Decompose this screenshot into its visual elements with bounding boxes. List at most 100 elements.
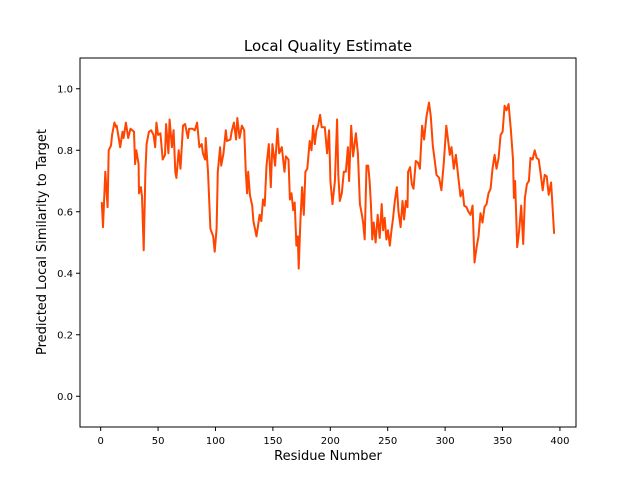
data-point xyxy=(138,192,140,195)
data-point xyxy=(518,229,520,231)
data-point xyxy=(274,164,276,167)
data-point xyxy=(251,204,254,207)
data-point xyxy=(516,246,519,248)
data-point xyxy=(362,221,364,224)
data-point xyxy=(133,131,135,133)
data-point xyxy=(285,155,287,158)
data-point xyxy=(297,267,300,270)
data-point xyxy=(417,161,419,164)
data-point xyxy=(378,237,381,239)
data-point xyxy=(419,167,421,170)
data-point xyxy=(537,158,540,161)
data-point xyxy=(194,129,196,132)
data-point xyxy=(394,200,396,202)
data-point xyxy=(355,132,357,135)
data-point xyxy=(297,235,299,238)
data-point xyxy=(401,200,404,202)
data-point xyxy=(531,158,534,161)
data-point xyxy=(155,121,158,124)
data-point xyxy=(479,212,482,215)
data-point xyxy=(141,195,143,198)
data-point xyxy=(289,198,291,201)
data-point xyxy=(235,138,237,141)
data-point xyxy=(533,149,536,152)
data-point xyxy=(177,149,180,152)
data-point xyxy=(368,180,371,182)
data-point xyxy=(367,164,369,167)
data-point xyxy=(445,124,448,127)
data-point xyxy=(215,227,218,230)
data-point xyxy=(455,154,457,156)
data-point xyxy=(104,170,107,173)
data-point xyxy=(216,170,219,173)
data-point xyxy=(220,164,223,167)
data-point xyxy=(541,189,544,192)
data-point xyxy=(188,127,190,130)
data-point xyxy=(306,167,309,170)
data-point xyxy=(244,170,247,173)
data-point xyxy=(241,124,243,127)
data-point xyxy=(113,121,116,124)
data-point xyxy=(513,197,515,199)
data-point xyxy=(440,189,443,192)
data-point xyxy=(226,140,228,142)
data-point xyxy=(473,261,476,264)
data-point xyxy=(238,137,241,139)
data-point xyxy=(529,157,532,159)
data-point xyxy=(370,203,372,205)
data-point xyxy=(122,137,125,139)
data-point xyxy=(461,189,464,192)
data-point xyxy=(450,146,453,148)
data-point xyxy=(179,167,182,170)
data-point xyxy=(433,160,436,162)
y-tick-label: 0.6 xyxy=(57,207,73,218)
data-point xyxy=(207,170,209,173)
data-point xyxy=(526,183,528,185)
data-point xyxy=(290,192,293,195)
data-point xyxy=(524,197,526,199)
x-tick-label: 200 xyxy=(321,436,340,447)
data-point xyxy=(337,174,340,176)
data-point xyxy=(243,129,245,132)
data-point xyxy=(182,124,184,127)
data-point xyxy=(423,138,425,141)
data-point xyxy=(396,186,398,188)
data-point xyxy=(150,129,152,132)
data-point xyxy=(281,146,283,148)
data-point xyxy=(252,220,255,222)
data-point xyxy=(380,203,383,205)
data-point xyxy=(361,214,363,216)
data-point xyxy=(348,180,350,182)
y-tick-label: 0.2 xyxy=(57,330,73,341)
data-point xyxy=(164,154,166,156)
data-point xyxy=(493,154,496,156)
x-tick-label: 100 xyxy=(206,436,225,447)
data-point xyxy=(501,131,504,133)
data-point xyxy=(271,143,274,145)
data-point xyxy=(310,149,313,152)
data-point xyxy=(407,170,409,173)
data-point xyxy=(469,214,472,216)
y-tick-label: 1.0 xyxy=(57,84,73,95)
data-point xyxy=(481,221,484,224)
data-point xyxy=(387,229,389,231)
data-point xyxy=(134,163,136,165)
data-point xyxy=(432,144,434,147)
x-axis-label: Residue Number xyxy=(274,449,382,464)
data-point xyxy=(415,160,417,162)
data-point xyxy=(171,146,173,148)
data-point xyxy=(302,214,305,216)
data-point xyxy=(142,249,145,251)
data-point xyxy=(212,235,214,238)
data-point xyxy=(144,170,147,173)
data-point xyxy=(102,226,104,228)
data-point xyxy=(308,140,311,142)
data-point xyxy=(320,126,323,128)
data-point xyxy=(249,194,251,196)
data-point xyxy=(365,164,368,167)
data-point xyxy=(350,124,352,127)
data-point xyxy=(165,123,167,125)
data-point xyxy=(159,132,162,135)
data-point xyxy=(512,158,514,161)
